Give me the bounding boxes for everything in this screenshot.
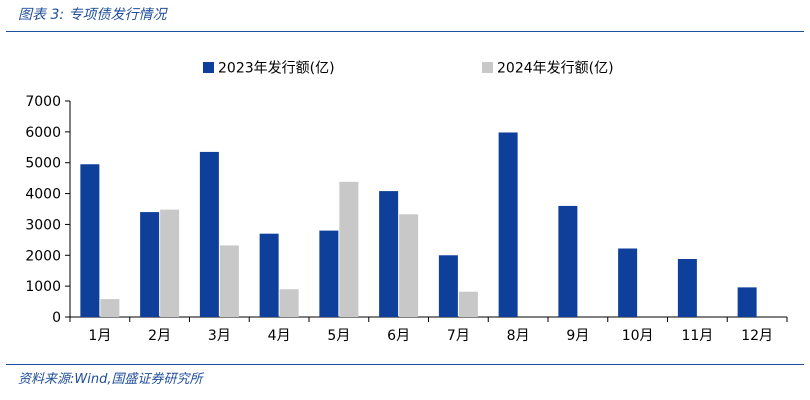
bar-2023: [558, 205, 578, 317]
y-tick-label: 5000: [25, 156, 61, 172]
bar-2023: [677, 258, 697, 317]
x-tick-label: 5月: [327, 328, 350, 344]
bar-2023: [319, 230, 339, 317]
bar-2024: [458, 291, 478, 317]
bar-2024: [100, 299, 120, 317]
y-tick-label: 6000: [25, 125, 61, 141]
y-tick-label: 2000: [25, 248, 61, 264]
chart-legend: 2023年发行额(亿) 2024年发行额(亿): [203, 61, 614, 77]
x-tick-label: 2月: [148, 328, 171, 344]
bar-2023: [379, 191, 399, 317]
y-tick-label: 4000: [25, 187, 61, 203]
bar-2023: [80, 164, 100, 317]
x-tick-label: 11月: [681, 328, 713, 344]
bar-2024: [219, 245, 239, 317]
x-tick-label: 1月: [88, 328, 111, 344]
y-tick-label: 3000: [25, 217, 61, 233]
x-tick-label: 4月: [268, 328, 291, 344]
source-note: 资料来源:Wind,国盛证券研究所: [18, 372, 203, 387]
y-tick-label: 1000: [25, 279, 61, 295]
bar-2023: [199, 151, 219, 317]
legend-label-2024: 2024年发行额(亿): [497, 61, 614, 77]
bar-2023: [438, 255, 458, 317]
bar-2024: [279, 289, 299, 317]
y-tick-label: 7000: [25, 94, 61, 110]
x-tick-label: 10月: [622, 328, 654, 344]
bar-2024: [339, 181, 359, 317]
bar-2023: [618, 248, 638, 317]
legend-label-2023: 2023年发行额(亿): [218, 61, 335, 77]
bar-2024: [160, 209, 180, 317]
x-tick-label: 3月: [208, 328, 231, 344]
legend-swatch-2023: [203, 62, 214, 73]
y-tick-label: 0: [52, 310, 61, 326]
bar-2024: [399, 214, 419, 317]
bar-2023: [259, 233, 279, 317]
footer-divider: [6, 364, 804, 365]
plot-area: 0 1000 2000 3000 4000 5000 6000 7000 1月 2月 3月 4月 5月 6…: [25, 94, 788, 344]
bar-chart: 2023年发行额(亿) 2024年发行额(亿) 0 1000 2000 3000 400…: [25, 61, 788, 344]
bar-2023: [737, 287, 757, 317]
bar-2023: [498, 132, 518, 317]
legend-swatch-2024: [482, 62, 493, 73]
figure-title: 图表 3: 专项债发行情况: [18, 7, 167, 23]
bar-2023: [140, 212, 160, 317]
title-divider: [6, 31, 804, 32]
x-tick-label: 7月: [447, 328, 470, 344]
x-tick-label: 6月: [387, 328, 410, 344]
x-tick-label: 12月: [741, 328, 773, 344]
x-tick-label: 9月: [566, 328, 589, 344]
x-tick-label: 8月: [507, 328, 530, 344]
